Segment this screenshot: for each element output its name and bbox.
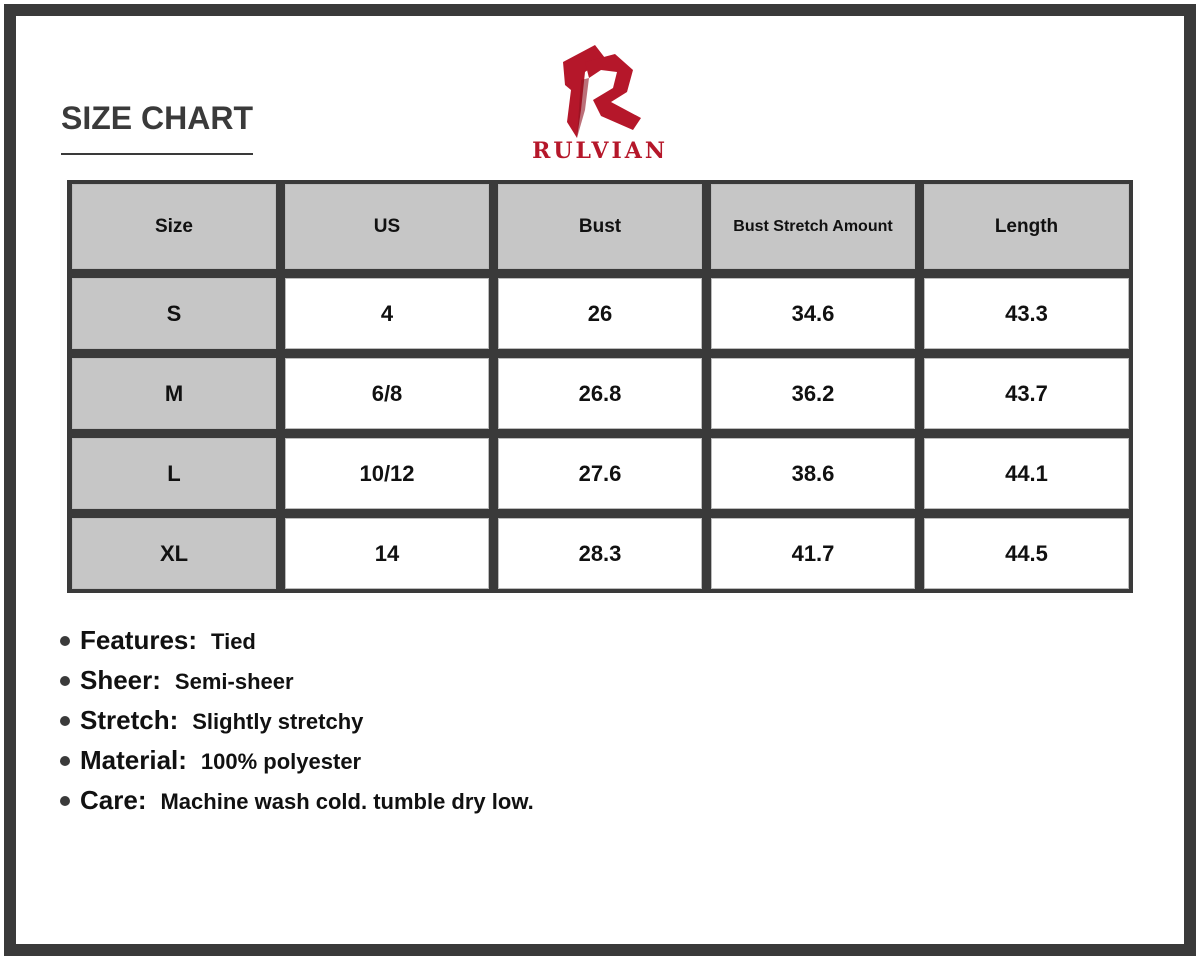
- feature-label: Care:: [80, 785, 147, 815]
- table-cell: 27.6: [498, 438, 702, 509]
- table-cell: L: [72, 438, 276, 509]
- table-cell: 38.6: [711, 438, 915, 509]
- brand-logo-icon: [563, 45, 641, 138]
- table-cell: 44.5: [924, 518, 1129, 589]
- table-cell: M: [72, 358, 276, 429]
- table-cell: 14: [285, 518, 489, 589]
- table-cell: 41.7: [711, 518, 915, 589]
- feature-value: Semi-sheer: [174, 669, 294, 694]
- bullet-icon: [60, 635, 70, 646]
- bullet-icon: [60, 795, 70, 806]
- feature-value: Tied: [211, 629, 256, 654]
- table-cell: 43.7: [924, 358, 1129, 429]
- brand-name: RULVIAN: [532, 138, 668, 164]
- table-header-cell: Length: [924, 184, 1129, 269]
- feature-value: Slightly stretchy: [192, 709, 364, 734]
- table-cell: 36.2: [711, 358, 915, 429]
- table-cell: 43.3: [924, 278, 1129, 349]
- table-cell: 26: [498, 278, 702, 349]
- feature-item: Care: Machine wash cold. tumble dry low.: [60, 785, 534, 816]
- table-cell: 34.6: [711, 278, 915, 349]
- page-title: SIZE CHART: [61, 100, 253, 136]
- table-header-cell: Bust: [498, 184, 702, 269]
- table-cell: XL: [72, 518, 276, 589]
- feature-item: Material: 100% polyester: [60, 745, 361, 776]
- table-header-cell: Size: [72, 184, 276, 269]
- table-cell: 6/8: [285, 358, 489, 429]
- bullet-icon: [60, 715, 70, 726]
- feature-label: Material:: [80, 745, 187, 775]
- table-cell: 26.8: [498, 358, 702, 429]
- table-cell: 28.3: [498, 518, 702, 589]
- table-cell: 44.1: [924, 438, 1129, 509]
- size-table: Size US Bust Bust Stretch Amount Length S 4 26 3…: [67, 180, 1133, 593]
- table-cell: 4: [285, 278, 489, 349]
- feature-item: Sheer: Semi-sheer: [60, 665, 294, 696]
- feature-item: Features: Tied: [60, 625, 256, 656]
- bullet-icon: [60, 675, 70, 686]
- feature-label: Stretch:: [80, 705, 179, 735]
- feature-label: Features:: [80, 625, 198, 655]
- feature-value: 100% polyester: [200, 749, 362, 774]
- table-cell: S: [72, 278, 276, 349]
- title-underline: [61, 153, 253, 155]
- feature-label: Sheer:: [80, 665, 161, 695]
- bullet-icon: [60, 755, 70, 766]
- feature-value: Machine wash cold. tumble dry low.: [160, 789, 534, 814]
- feature-item: Stretch: Slightly stretchy: [60, 705, 363, 736]
- table-header-cell: Bust Stretch Amount: [711, 184, 915, 269]
- table-header-cell: US: [285, 184, 489, 269]
- table-cell: 10/12: [285, 438, 489, 509]
